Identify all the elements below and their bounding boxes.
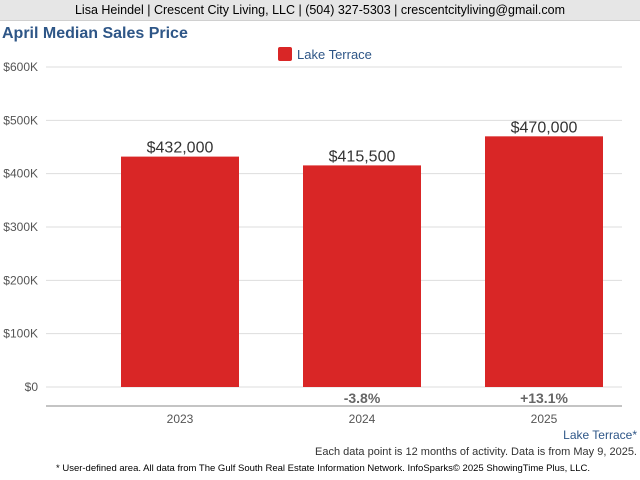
y-tick-label: $0	[25, 380, 39, 394]
data-label: $432,000	[147, 140, 214, 157]
y-tick-label: $400K	[3, 167, 38, 181]
legend: Lake Terrace	[278, 46, 372, 62]
area-label: Lake Terrace*	[563, 428, 637, 442]
chart-title: April Median Sales Price	[2, 25, 188, 42]
bar	[303, 165, 421, 387]
legend-label: Lake Terrace	[297, 46, 372, 62]
x-tick-label: 2025	[531, 412, 558, 426]
change-label: +13.1%	[520, 390, 568, 406]
data-label: $415,500	[329, 148, 396, 165]
bar	[121, 156, 239, 387]
contact-header: Lisa Heindel | Crescent City Living, LLC…	[0, 0, 640, 21]
x-tick-label: 2023	[167, 412, 194, 426]
bar	[485, 136, 603, 387]
x-tick-label: 2024	[349, 412, 376, 426]
y-tick-label: $600K	[3, 60, 38, 74]
legend-swatch	[278, 47, 292, 61]
data-label: $470,000	[511, 119, 578, 136]
y-tick-label: $300K	[3, 220, 38, 234]
change-label: -3.8%	[344, 390, 381, 406]
y-tick-label: $500K	[3, 113, 38, 127]
y-tick-label: $100K	[3, 327, 38, 341]
y-tick-label: $200K	[3, 273, 38, 287]
data-note: Each data point is 12 months of activity…	[314, 446, 637, 458]
disclaimer: * User-defined area. All data from The G…	[56, 463, 590, 474]
